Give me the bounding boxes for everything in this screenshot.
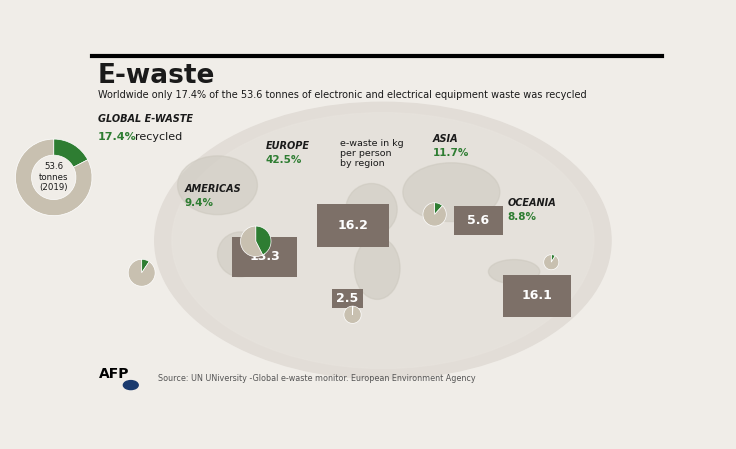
Text: ASIA: ASIA [433,134,459,144]
Ellipse shape [355,237,400,299]
Wedge shape [255,226,271,255]
Circle shape [171,113,594,369]
Text: e-waste in kg
per person
by region: e-waste in kg per person by region [340,139,404,168]
Text: 11.7%: 11.7% [433,148,470,158]
Text: 42.5%: 42.5% [266,155,302,165]
Wedge shape [423,203,446,226]
Text: 16.2: 16.2 [338,220,369,233]
Text: 8.8%: 8.8% [507,212,537,222]
Text: AFRICA: AFRICA [331,224,372,233]
Text: EUROPE: EUROPE [266,141,310,151]
FancyBboxPatch shape [331,289,363,308]
Text: 13.3: 13.3 [250,251,280,264]
Ellipse shape [177,156,258,215]
Wedge shape [434,203,442,215]
Text: GLOBAL E-WASTE: GLOBAL E-WASTE [98,114,193,124]
Text: 9.4%: 9.4% [185,198,214,208]
Wedge shape [544,255,559,270]
Text: 16.1: 16.1 [522,290,552,302]
Wedge shape [15,139,92,216]
Text: Worldwide only 17.4% of the 53.6 tonnes of electronic and electrical equipment w: Worldwide only 17.4% of the 53.6 tonnes … [98,90,587,100]
Ellipse shape [489,260,539,284]
Text: 0.9%: 0.9% [331,238,361,247]
Text: E-waste: E-waste [98,62,215,88]
Text: 17.4%: 17.4% [98,132,136,142]
Ellipse shape [403,163,500,221]
Text: 2.5: 2.5 [336,292,358,305]
FancyBboxPatch shape [232,237,297,277]
FancyBboxPatch shape [317,204,389,247]
Wedge shape [128,260,155,286]
Text: 53.6
tonnes
(2019): 53.6 tonnes (2019) [39,163,68,192]
Wedge shape [141,260,149,273]
Text: 5.6: 5.6 [467,214,489,227]
Wedge shape [241,226,263,256]
Text: recycled: recycled [135,132,182,142]
FancyBboxPatch shape [503,275,571,317]
Circle shape [155,102,611,379]
Wedge shape [344,306,361,323]
Text: Source: UN UNiversity -Global e-waste monitor. European Environment Agency: Source: UN UNiversity -Global e-waste mo… [158,374,475,383]
Text: OCEANIA: OCEANIA [507,198,556,208]
Text: AMERICAS: AMERICAS [185,184,241,194]
Ellipse shape [218,232,263,277]
Text: AFP: AFP [99,366,130,381]
Circle shape [124,381,138,390]
Wedge shape [54,139,88,167]
FancyBboxPatch shape [454,206,503,235]
Wedge shape [551,255,555,262]
Ellipse shape [346,184,397,235]
